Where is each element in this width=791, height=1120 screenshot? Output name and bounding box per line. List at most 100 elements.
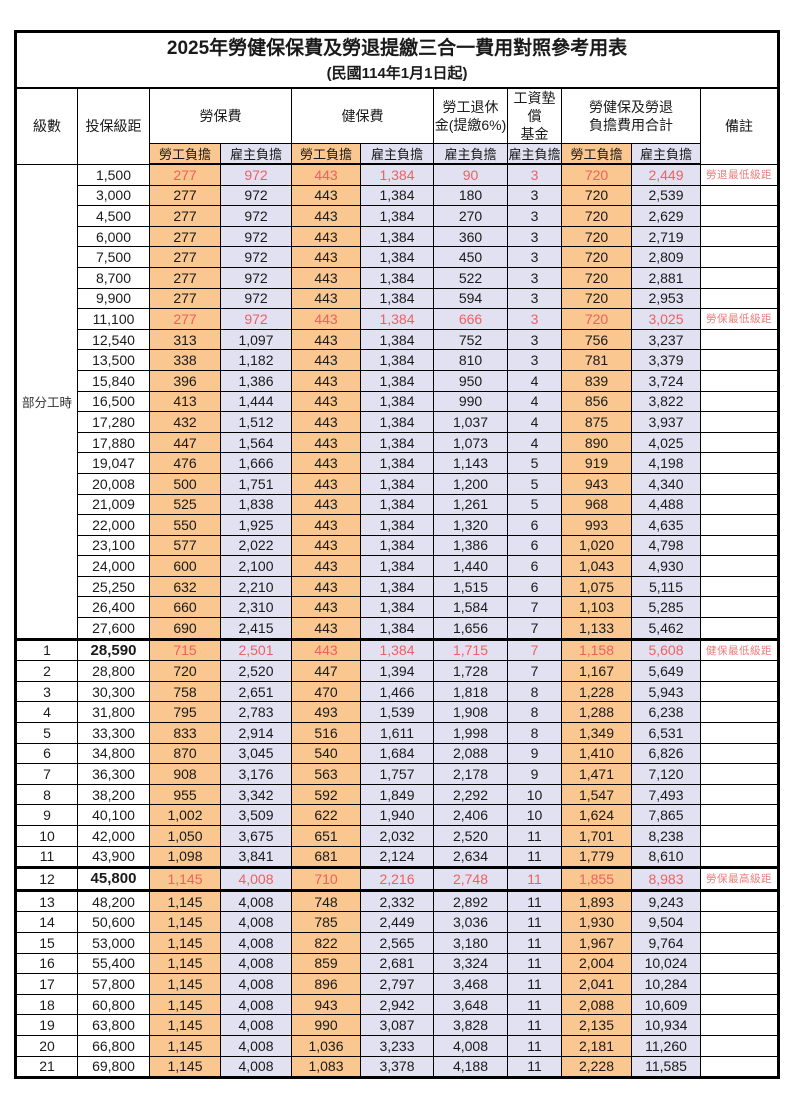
bracket-cell: 11,100 — [77, 308, 150, 330]
value-cell: 7,120 — [631, 763, 701, 785]
value-cell: 710 — [291, 866, 361, 891]
value-cell: 7,493 — [631, 783, 701, 806]
bracket-cell: 27,600 — [77, 617, 150, 640]
table-row: 25,250 632 2,210 443 1,384 1,515 6 1,075 5,115 — [16, 575, 780, 598]
value-cell: 4,008 — [433, 1034, 508, 1057]
value-cell: 443 — [291, 637, 361, 662]
value-cell: 10,284 — [631, 973, 701, 995]
value-cell: 5,462 — [631, 617, 701, 640]
value-cell: 5,608 — [631, 637, 701, 662]
value-cell: 5,649 — [631, 660, 701, 682]
value-cell: 11 — [507, 952, 562, 975]
remark-cell — [699, 596, 780, 619]
value-cell: 2,228 — [561, 1055, 632, 1079]
value-cell: 4,008 — [220, 1055, 292, 1079]
value-cell: 4 — [507, 390, 562, 413]
value-cell: 470 — [291, 680, 361, 703]
value-cell: 990 — [433, 390, 508, 413]
value-cell: 450 — [433, 246, 508, 268]
value-cell: 2,797 — [360, 973, 434, 995]
value-cell: 810 — [433, 349, 508, 371]
value-cell: 1,320 — [433, 514, 508, 536]
value-cell: 1,145 — [149, 1034, 221, 1057]
value-cell: 7 — [507, 637, 562, 662]
value-cell: 2,520 — [433, 825, 508, 847]
value-cell: 3,025 — [631, 308, 701, 330]
value-cell: 10,024 — [631, 952, 701, 975]
value-cell: 11 — [507, 845, 562, 869]
value-cell: 632 — [149, 575, 221, 598]
table-row: 11,100 277 972 443 1,384 666 3 720 3,025 勞保最低級距 — [16, 308, 780, 330]
level-cell: 7 — [15, 763, 78, 785]
level-cell: 5 — [15, 722, 78, 744]
value-cell: 715 — [149, 637, 221, 662]
bracket-cell: 48,200 — [77, 888, 150, 913]
remark-cell — [699, 722, 780, 744]
value-cell: 360 — [433, 225, 508, 248]
remark-cell — [699, 660, 780, 682]
value-cell: 2,292 — [433, 783, 508, 806]
value-cell: 1,908 — [433, 701, 508, 724]
value-cell: 2,651 — [220, 680, 292, 703]
subheader-total-employee: 勞工負擔 — [561, 143, 632, 165]
value-cell: 5 — [507, 452, 562, 474]
value-cell: 972 — [220, 225, 292, 248]
value-cell: 3,180 — [433, 931, 508, 954]
value-cell: 540 — [291, 742, 361, 765]
table-row: 9,900 277 972 443 1,384 594 3 720 2,953 — [16, 287, 780, 310]
value-cell: 9,764 — [631, 931, 701, 954]
value-cell: 6,531 — [631, 722, 701, 744]
value-cell: 1,838 — [220, 493, 292, 516]
table-row: 20 66,800 1,145 4,008 1,036 3,233 4,008 11 2,181… — [15, 1034, 780, 1057]
value-cell: 7 — [507, 660, 562, 682]
remark-cell — [699, 369, 780, 392]
value-cell: 1,384 — [360, 246, 434, 268]
value-cell: 11 — [507, 1014, 562, 1036]
value-cell: 2,022 — [220, 534, 292, 557]
header-sub-row: 勞工負擔 雇主負擔 勞工負擔 雇主負擔 雇主負擔 雇主負擔 勞工負擔 雇主負擔 — [16, 143, 779, 165]
value-cell: 1,145 — [149, 911, 221, 933]
table-body: 部分工時 1,500 277 972 443 1,384 90 3 720 2,449 勞退最低級距… — [15, 163, 780, 1079]
value-cell: 4,008 — [220, 931, 292, 954]
bracket-cell: 16,500 — [77, 390, 150, 413]
value-cell: 1,073 — [433, 431, 508, 454]
value-cell: 10,609 — [631, 993, 701, 1016]
value-cell: 432 — [149, 411, 221, 433]
value-cell: 720 — [561, 266, 632, 289]
value-cell: 3,324 — [433, 952, 508, 975]
value-cell: 4 — [507, 431, 562, 454]
value-cell: 9 — [507, 742, 562, 765]
value-cell: 972 — [220, 308, 292, 330]
value-cell: 277 — [149, 246, 221, 268]
remark-cell — [699, 493, 780, 516]
remark-cell — [699, 911, 780, 933]
value-cell: 6 — [507, 534, 562, 557]
value-cell: 396 — [149, 369, 221, 392]
premium-reference-table: 2025年勞健保保費及勞退提繳三合一費用對照參考用表 (民國114年1月1日起)… — [14, 30, 781, 1080]
value-cell: 443 — [291, 596, 361, 619]
value-cell: 2,914 — [220, 722, 292, 744]
value-cell: 1,715 — [433, 637, 508, 662]
value-cell: 1,849 — [360, 783, 434, 806]
bracket-cell: 36,300 — [77, 763, 150, 785]
value-cell: 443 — [291, 493, 361, 516]
table-row: 15,840 396 1,386 443 1,384 950 4 839 3,724 — [16, 369, 780, 392]
remark-cell — [699, 246, 780, 268]
value-cell: 1,384 — [360, 617, 434, 640]
value-cell: 2,783 — [220, 701, 292, 724]
value-cell: 4,488 — [631, 493, 701, 516]
value-cell: 785 — [291, 911, 361, 933]
table-row: 21,009 525 1,838 443 1,384 1,261 5 968 4,488 — [16, 493, 780, 516]
value-cell: 11,260 — [631, 1034, 701, 1057]
value-cell: 972 — [220, 184, 292, 207]
value-cell: 1,384 — [360, 637, 434, 662]
bracket-cell: 15,840 — [77, 369, 150, 392]
value-cell: 2,953 — [631, 287, 701, 310]
remark-cell — [699, 973, 780, 995]
level-cell: 1 — [15, 637, 78, 662]
bracket-cell: 63,800 — [77, 1014, 150, 1036]
value-cell: 6,238 — [631, 701, 701, 724]
value-cell: 3 — [507, 225, 562, 248]
value-cell: 1,611 — [360, 722, 434, 744]
value-cell: 11 — [507, 1055, 562, 1079]
